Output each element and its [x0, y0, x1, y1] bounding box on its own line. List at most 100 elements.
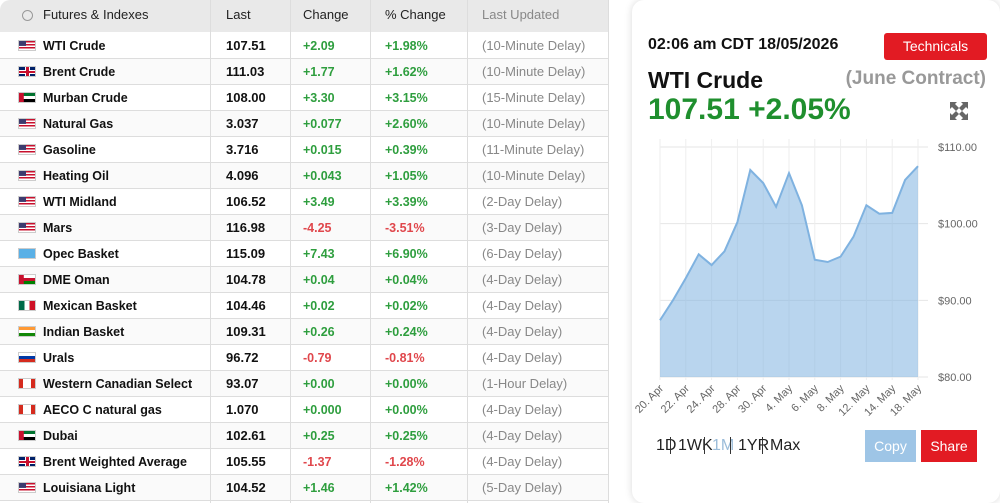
- pct-change: +0.04%: [385, 273, 428, 287]
- pct-change: -3.51%: [385, 221, 425, 235]
- row-divider: [0, 344, 608, 345]
- change: -4.25: [303, 221, 332, 235]
- change: +3.49: [303, 195, 335, 209]
- x-tick-label: 4. May: [763, 382, 795, 414]
- name[interactable]: Heating Oil: [43, 169, 109, 183]
- name[interactable]: Natural Gas: [43, 117, 114, 131]
- last-updated: (1-Hour Delay): [482, 376, 568, 391]
- flag-icon: [18, 248, 36, 259]
- futures-table: Futures & Indexes Last Change % Change Last …: [0, 0, 609, 503]
- flag-icon: [18, 456, 36, 467]
- share-button[interactable]: Share: [921, 430, 977, 462]
- name[interactable]: AECO C natural gas: [43, 403, 162, 417]
- row-divider: [0, 370, 608, 371]
- x-tick-label: 6. May: [789, 382, 821, 414]
- name[interactable]: WTI Crude: [43, 39, 106, 53]
- last-updated: (2-Day Delay): [482, 194, 563, 209]
- name[interactable]: Louisiana Light: [43, 481, 136, 495]
- row-background: [0, 267, 608, 293]
- column-header: % Change: [385, 7, 446, 22]
- name[interactable]: Mars: [43, 221, 73, 235]
- separator: [730, 437, 731, 454]
- flag-icon: [18, 482, 36, 493]
- last-updated: (4-Day Delay): [482, 350, 563, 365]
- pct-change: +0.39%: [385, 143, 428, 157]
- name[interactable]: Mexican Basket: [43, 299, 137, 313]
- range-option[interactable]: Max: [770, 437, 801, 454]
- pct-change: +6.90%: [385, 247, 428, 261]
- last: 105.55: [226, 454, 266, 469]
- pct-change: +2.60%: [385, 117, 428, 131]
- name[interactable]: Brent Weighted Average: [43, 455, 188, 469]
- row-background: [0, 59, 608, 85]
- range-option[interactable]: 1D: [656, 437, 677, 454]
- column-header: Last Updated: [482, 7, 560, 22]
- last-updated: (4-Day Delay): [482, 454, 563, 469]
- change: +0.26: [303, 325, 335, 339]
- change: +0.000: [303, 403, 342, 417]
- flag-icon: [18, 144, 36, 155]
- last: 104.52: [226, 480, 266, 495]
- technicals-button[interactable]: Technicals: [884, 33, 987, 60]
- copy-button[interactable]: Copy: [865, 430, 916, 462]
- price: 107.51: [648, 93, 740, 126]
- name[interactable]: Western Canadian Select: [43, 377, 193, 391]
- name[interactable]: Brent Crude: [43, 65, 116, 79]
- last: 111.03: [226, 64, 265, 79]
- name[interactable]: Dubai: [43, 429, 78, 443]
- row-divider: [0, 84, 608, 85]
- column-divider: [210, 0, 211, 503]
- separator: [704, 437, 705, 454]
- last: 115.09: [226, 246, 266, 261]
- range-option[interactable]: 1WK: [678, 437, 713, 454]
- row-background: [0, 319, 608, 345]
- range-option[interactable]: 1M: [712, 437, 735, 454]
- name[interactable]: Gasoline: [43, 143, 96, 157]
- change: +2.09: [303, 39, 335, 53]
- fullscreen-icon[interactable]: [948, 100, 970, 122]
- last: 3.716: [226, 142, 259, 157]
- flag-icon: [18, 404, 36, 415]
- flag-icon: [18, 118, 36, 129]
- price-line: [659, 165, 919, 321]
- name[interactable]: Murban Crude: [43, 91, 128, 105]
- change: +0.015: [303, 143, 342, 157]
- row-divider: [0, 188, 608, 189]
- row-divider: [0, 58, 608, 59]
- globe-icon: [22, 10, 33, 21]
- row-divider: [0, 396, 608, 397]
- pct-change: +0.00%: [385, 403, 428, 417]
- last-updated: (4-Day Delay): [482, 402, 563, 417]
- flag-icon: [18, 170, 36, 181]
- y-tick-label: $80.00: [938, 372, 972, 384]
- last: 4.096: [226, 168, 259, 183]
- name[interactable]: Indian Basket: [43, 325, 125, 339]
- row-divider: [0, 214, 608, 215]
- last-updated: (4-Day Delay): [482, 272, 563, 287]
- area-fill: [660, 166, 918, 377]
- change: +0.00: [303, 377, 335, 391]
- row-divider: [0, 318, 608, 319]
- last-updated: (5-Day Delay): [482, 480, 563, 495]
- name[interactable]: DME Oman: [43, 273, 110, 287]
- flag-icon: [18, 66, 36, 77]
- last: 109.31: [226, 324, 266, 339]
- flag-icon: [18, 196, 36, 207]
- name[interactable]: WTI Midland: [43, 195, 117, 209]
- change: +0.043: [303, 169, 342, 183]
- name[interactable]: Urals: [43, 351, 75, 365]
- name[interactable]: Opec Basket: [43, 247, 119, 261]
- column-divider: [467, 0, 468, 503]
- row-divider: [0, 422, 608, 423]
- row-divider: [0, 240, 608, 241]
- range-option[interactable]: 1YR: [738, 437, 770, 454]
- last-updated: (6-Day Delay): [482, 246, 563, 261]
- y-tick-label: $90.00: [938, 295, 972, 307]
- last-updated: (10-Minute Delay): [482, 116, 586, 131]
- last: 93.07: [226, 376, 259, 391]
- last: 107.51: [226, 38, 266, 53]
- last-updated: (11-Minute Delay): [482, 142, 585, 157]
- last: 1.070: [226, 402, 259, 417]
- range-controls: 1D 1WK 1M 1YR Max Copy Share: [656, 430, 996, 462]
